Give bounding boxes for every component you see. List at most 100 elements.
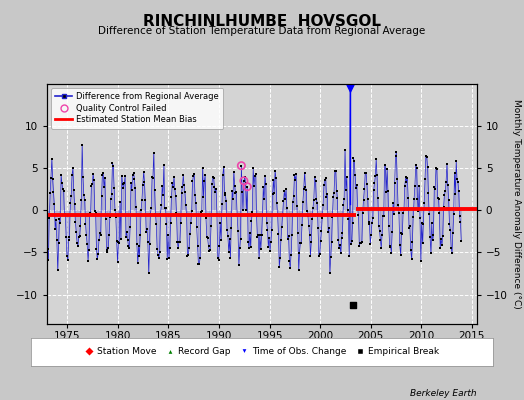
Point (340, 196, 348, 202)
Point (209, 173, 217, 180)
Point (368, 215, 377, 221)
Point (322, 194, 331, 200)
Point (440, 192, 449, 198)
Point (159, 192, 167, 199)
Point (232, 189, 241, 195)
Point (212, 186, 220, 192)
Point (337, 235, 346, 241)
Point (270, 190, 278, 196)
Point (354, 212, 363, 218)
Point (203, 234, 211, 240)
Point (151, 210, 160, 217)
Point (256, 232, 264, 238)
Point (339, 202, 347, 208)
Point (312, 196, 321, 202)
Point (222, 197, 231, 204)
Point (195, 261, 203, 267)
Point (278, 223, 286, 230)
Point (355, 243, 364, 250)
Point (177, 219, 185, 226)
Point (380, 162, 389, 168)
Point (141, 197, 149, 203)
Point (364, 219, 373, 225)
Point (422, 154, 431, 160)
Point (372, 156, 380, 163)
Point (177, 189, 185, 196)
Point (77, 222, 85, 229)
Point (77, 196, 85, 203)
Point (109, 163, 117, 169)
Point (54, 240, 63, 246)
Point (455, 213, 464, 220)
Point (441, 188, 450, 194)
Point (46, 190, 54, 197)
Point (138, 197, 146, 203)
Point (239, 178, 248, 184)
Point (319, 202, 328, 208)
Point (84, 258, 92, 264)
Point (274, 231, 282, 238)
Point (172, 210, 181, 216)
Point (390, 211, 398, 217)
Point (449, 230, 457, 236)
Point (140, 179, 149, 185)
Point (194, 260, 203, 267)
Point (349, 302, 357, 308)
Point (228, 188, 236, 194)
Point (418, 220, 426, 226)
Point (385, 223, 393, 229)
Point (226, 255, 235, 262)
Point (237, 162, 246, 169)
Point (182, 212, 191, 218)
Point (132, 204, 140, 211)
Point (252, 171, 260, 177)
Point (301, 184, 310, 190)
Point (130, 176, 138, 182)
Point (58, 180, 66, 186)
Point (47, 174, 55, 181)
Point (374, 195, 382, 202)
Point (409, 214, 418, 221)
Point (254, 232, 263, 238)
Point (150, 187, 159, 193)
Point (235, 245, 244, 251)
Point (185, 244, 193, 251)
Point (188, 178, 196, 184)
Point (123, 228, 131, 235)
Point (269, 176, 278, 183)
Y-axis label: Monthly Temperature Anomaly Difference (°C): Monthly Temperature Anomaly Difference (… (512, 99, 521, 309)
Point (363, 181, 371, 187)
Point (242, 180, 250, 186)
Point (274, 212, 282, 218)
Point (90, 177, 98, 183)
Point (375, 228, 384, 235)
Point (453, 176, 461, 182)
Point (83, 241, 91, 248)
Point (257, 232, 266, 238)
Point (334, 237, 343, 244)
Point (399, 210, 407, 216)
Point (146, 211, 155, 218)
Point (238, 189, 246, 196)
Point (220, 190, 228, 196)
Point (94, 251, 102, 257)
Point (196, 208, 205, 215)
Point (313, 199, 321, 206)
Point (272, 200, 281, 206)
Point (347, 240, 355, 247)
Point (370, 180, 379, 186)
Point (210, 174, 218, 181)
Point (96, 232, 105, 238)
Point (285, 258, 293, 265)
Point (429, 232, 438, 238)
Point (120, 180, 128, 187)
Point (439, 232, 447, 239)
Point (148, 174, 156, 180)
Point (285, 233, 293, 239)
Point (346, 85, 354, 92)
Point (116, 199, 124, 206)
Point (386, 243, 394, 250)
Point (420, 200, 429, 206)
Point (390, 179, 399, 186)
Point (315, 252, 323, 259)
